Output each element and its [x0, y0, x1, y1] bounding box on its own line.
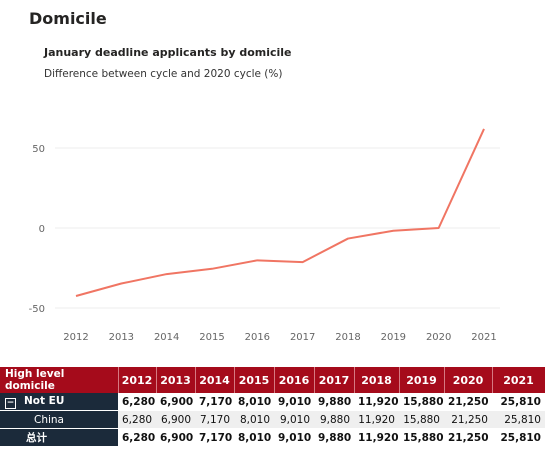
table-cell: 7,170 — [195, 393, 234, 411]
table-cell: 15,880 — [399, 428, 444, 447]
table-cell: 8,010 — [234, 428, 274, 447]
table-cell: 8,010 — [234, 410, 274, 429]
x-tick-label: 2020 — [426, 332, 451, 343]
chart-subtitle: Difference between cycle and 2020 cycle … — [44, 68, 283, 80]
data-point[interactable] — [482, 127, 486, 131]
data-point[interactable] — [301, 260, 305, 264]
table-cell: 9,010 — [274, 428, 314, 447]
row-header: China — [0, 410, 118, 429]
table-cell: 11,920 — [354, 428, 399, 447]
column-header[interactable]: High level domicile — [0, 367, 119, 393]
table-cell: 25,810 — [492, 428, 545, 447]
column-header[interactable]: 2015 — [234, 367, 275, 393]
column-header[interactable]: 2012 — [118, 367, 157, 393]
table-cell: 11,920 — [354, 410, 399, 429]
table-cell: 6,900 — [156, 393, 195, 411]
x-tick-label: 2016 — [245, 332, 270, 343]
data-point[interactable] — [391, 229, 395, 233]
table-cell: 6,280 — [118, 393, 156, 411]
y-tick-label: 0 — [39, 224, 45, 235]
column-header[interactable]: 2017 — [314, 367, 355, 393]
table-row: 总计 6,280 6,900 7,170 8,010 9,010 9,880 1… — [0, 428, 545, 447]
y-tick-label: 50 — [32, 144, 45, 155]
table-cell: 6,280 — [118, 428, 156, 447]
x-tick-label: 2013 — [109, 332, 134, 343]
series-line[interactable] — [75, 128, 485, 297]
table-cell: 6,900 — [156, 428, 195, 447]
row-label: Not EU — [24, 394, 65, 407]
table-cell: 15,880 — [399, 393, 444, 411]
data-point[interactable] — [165, 272, 169, 276]
collapse-icon[interactable]: − — [5, 397, 16, 409]
column-header[interactable]: 2014 — [195, 367, 235, 393]
column-header[interactable]: 2019 — [399, 367, 445, 393]
data-point[interactable] — [210, 267, 214, 271]
x-tick-label: 2014 — [154, 332, 179, 343]
table-row: China 6,280 6,900 7,170 8,010 9,010 9,88… — [0, 410, 545, 429]
data-table: High level domicile 2012 2013 2014 2015 … — [0, 367, 545, 447]
table-cell: 7,170 — [195, 428, 234, 447]
chart-title: January deadline applicants by domicile — [44, 46, 292, 59]
row-header: − Not EU — [0, 393, 118, 411]
table-cell: 25,810 — [492, 410, 545, 429]
table-header-row: High level domicile 2012 2013 2014 2015 … — [0, 367, 545, 393]
table-cell: 9,880 — [314, 410, 354, 429]
table-cell: 7,170 — [195, 410, 234, 429]
x-tick-label: 2021 — [471, 332, 496, 343]
table-cell: 21,250 — [444, 393, 492, 411]
data-point[interactable] — [255, 258, 259, 262]
row-header: 总计 — [0, 428, 118, 447]
x-tick-label: 2017 — [290, 332, 315, 343]
table-cell: 9,010 — [274, 393, 314, 411]
x-tick-label: 2018 — [335, 332, 360, 343]
y-tick-label: -50 — [29, 304, 45, 315]
section-title: Domicile — [29, 9, 107, 28]
table-cell: 21,250 — [444, 410, 492, 429]
x-tick-label: 2012 — [63, 332, 88, 343]
data-point[interactable] — [74, 294, 78, 298]
column-header[interactable]: 2020 — [444, 367, 493, 393]
column-header[interactable]: 2018 — [354, 367, 400, 393]
table-cell: 11,920 — [354, 393, 399, 411]
column-header[interactable]: 2016 — [274, 367, 315, 393]
table-cell: 9,010 — [274, 410, 314, 429]
table-cell: 9,880 — [314, 428, 354, 447]
x-tick-label: 2015 — [199, 332, 224, 343]
table-cell: 25,810 — [492, 393, 545, 411]
table-cell: 6,900 — [156, 410, 195, 429]
x-tick-label: 2019 — [381, 332, 406, 343]
table-cell: 8,010 — [234, 393, 274, 411]
table-cell: 6,280 — [118, 410, 156, 429]
table-row: − Not EU 6,280 6,900 7,170 8,010 9,010 9,… — [0, 393, 545, 411]
column-header[interactable]: 2021 — [492, 367, 545, 393]
data-point[interactable] — [346, 237, 350, 241]
data-point[interactable] — [119, 282, 123, 286]
table-cell: 21,250 — [444, 428, 492, 447]
data-point[interactable] — [437, 226, 441, 230]
table-cell: 9,880 — [314, 393, 354, 411]
column-header[interactable]: 2013 — [156, 367, 196, 393]
line-chart: 50 0 -50 2012 2013 2014 2015 2016 2017 2018 2019 2… — [29, 127, 500, 343]
table-cell: 15,880 — [399, 410, 444, 429]
